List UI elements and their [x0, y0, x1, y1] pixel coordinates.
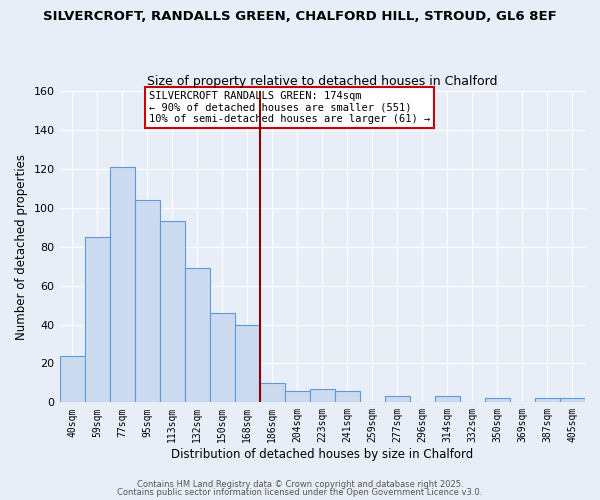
- Text: Contains public sector information licensed under the Open Government Licence v3: Contains public sector information licen…: [118, 488, 482, 497]
- Text: SILVERCROFT RANDALLS GREEN: 174sqm
← 90% of detached houses are smaller (551)
10: SILVERCROFT RANDALLS GREEN: 174sqm ← 90%…: [149, 91, 430, 124]
- Bar: [385, 396, 410, 402]
- Text: SILVERCROFT, RANDALLS GREEN, CHALFORD HILL, STROUD, GL6 8EF: SILVERCROFT, RANDALLS GREEN, CHALFORD HI…: [43, 10, 557, 23]
- Bar: [335, 390, 360, 402]
- Y-axis label: Number of detached properties: Number of detached properties: [15, 154, 28, 340]
- X-axis label: Distribution of detached houses by size in Chalford: Distribution of detached houses by size …: [171, 448, 473, 461]
- Bar: [209, 313, 235, 402]
- Bar: [185, 268, 209, 402]
- Bar: [260, 383, 285, 402]
- Text: Contains HM Land Registry data © Crown copyright and database right 2025.: Contains HM Land Registry data © Crown c…: [137, 480, 463, 489]
- Bar: [134, 200, 160, 402]
- Bar: [85, 237, 110, 402]
- Bar: [160, 222, 185, 402]
- Bar: [235, 324, 260, 402]
- Title: Size of property relative to detached houses in Chalford: Size of property relative to detached ho…: [147, 76, 497, 88]
- Bar: [285, 390, 310, 402]
- Bar: [535, 398, 560, 402]
- Bar: [485, 398, 510, 402]
- Bar: [59, 356, 85, 403]
- Bar: [560, 398, 585, 402]
- Bar: [110, 167, 134, 402]
- Bar: [435, 396, 460, 402]
- Bar: [310, 388, 335, 402]
